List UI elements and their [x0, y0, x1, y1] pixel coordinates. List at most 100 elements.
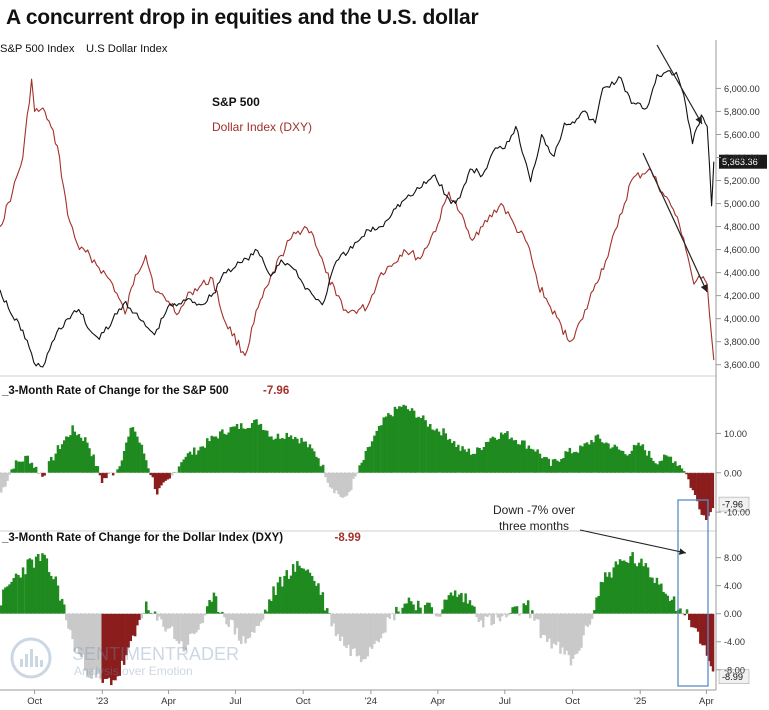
mid-bar [594, 435, 598, 473]
bot-bar [259, 613, 263, 622]
mid-bar [212, 436, 216, 473]
bot-bar [670, 599, 674, 614]
bot-bar [270, 601, 273, 614]
mid-bar [658, 461, 662, 473]
mid-bar [532, 449, 535, 473]
bot-bar [233, 613, 237, 635]
mid-bar [319, 466, 322, 473]
bot-bar [105, 613, 109, 679]
mid-bar [188, 451, 192, 473]
mid-bar [69, 435, 72, 473]
mid-bar [476, 447, 479, 473]
mid-bar [529, 448, 533, 473]
mid-bar [28, 463, 32, 473]
bot-bar [629, 556, 632, 614]
mid-bar [581, 446, 584, 473]
bot-bar [140, 613, 144, 619]
mid-bar [203, 447, 207, 473]
mid-bar [499, 432, 503, 473]
mid-bar [408, 410, 412, 473]
bot-bar [666, 595, 669, 614]
mid-bar [605, 442, 608, 473]
bot-bar [690, 613, 693, 628]
bot-bar [709, 613, 713, 667]
bot-bar [274, 595, 277, 614]
mid-bar [493, 437, 497, 473]
bot-y-tick-label: -4.00 [724, 637, 745, 647]
mid-bar [278, 438, 282, 473]
mid-bar [707, 472, 710, 517]
bot-bar [287, 578, 291, 614]
price-y-tick-label: 5,400.00 [724, 153, 760, 163]
mid-bar [294, 437, 297, 473]
mid-bar [255, 419, 258, 473]
bot-bar [101, 613, 104, 683]
bot-bar [421, 613, 425, 615]
mid-bar [162, 472, 165, 483]
bot-bar [281, 586, 284, 614]
mid-bar [296, 438, 299, 473]
mid-bar [65, 436, 68, 473]
bot-bar [308, 572, 312, 614]
mid-bar [289, 435, 293, 473]
mid-bar [300, 437, 303, 473]
axes: 3,600.00 3,800.00 4,000.00 4,200.00 4,400.00… [27, 84, 760, 707]
bot-bar [24, 574, 27, 614]
bot-bar [563, 613, 566, 655]
bot-bar [522, 603, 525, 614]
mid-bar [127, 436, 130, 473]
mid-bar [391, 416, 394, 473]
mid-bar [276, 433, 280, 473]
mid-bar [691, 472, 695, 491]
bot-bar [99, 613, 102, 680]
bot-bar [353, 613, 357, 649]
mid-bar [491, 436, 494, 473]
bot-bar [462, 602, 465, 614]
bot-bar [343, 613, 346, 646]
mid-bar [235, 424, 239, 473]
bot-y-tick-label: 0.00 [724, 609, 742, 619]
bot-bar [701, 613, 704, 646]
bot-bar [616, 564, 620, 614]
mid-bar [482, 447, 486, 473]
mid-bar [471, 453, 475, 473]
mid-bar [221, 429, 224, 473]
mid-bar [387, 413, 390, 473]
bot-bar [625, 562, 628, 614]
bot-bar [355, 613, 359, 657]
mid-bar [370, 441, 374, 473]
bot-bar [86, 613, 89, 678]
mid-bar [77, 434, 81, 473]
bot-bar [468, 600, 472, 614]
price-y-tick-label: 6,000.00 [724, 84, 760, 94]
x-tick-label: Oct [27, 696, 42, 707]
bot-bar [21, 567, 25, 614]
mid-bar [14, 460, 18, 473]
mid-bar [621, 451, 625, 473]
bot-bar [705, 613, 709, 656]
mid-bar [60, 444, 64, 473]
mid-bar [214, 436, 218, 473]
bot-bar [240, 613, 243, 644]
mid-bar [467, 448, 471, 473]
bot-bar [17, 574, 20, 614]
mid-bar [237, 429, 241, 473]
bot-bar [149, 612, 152, 614]
bot-bar [306, 569, 310, 614]
price-y-tick-label: 4,200.00 [724, 291, 760, 301]
mid-bar [133, 431, 137, 473]
bot-bar [546, 613, 549, 642]
bot-bar [332, 613, 336, 624]
bot-bar [227, 613, 230, 627]
mid-bar [37, 472, 40, 475]
mid-bar [518, 444, 522, 473]
bot-bar [77, 613, 81, 654]
x-tick-label: Jul [229, 696, 241, 707]
mid-bar [116, 469, 119, 473]
bot-bar [266, 611, 269, 614]
bot-bar [638, 562, 641, 614]
bot-bar [370, 613, 374, 649]
price-y-tick-label: 5,200.00 [724, 176, 760, 186]
bot-bar [379, 613, 383, 639]
